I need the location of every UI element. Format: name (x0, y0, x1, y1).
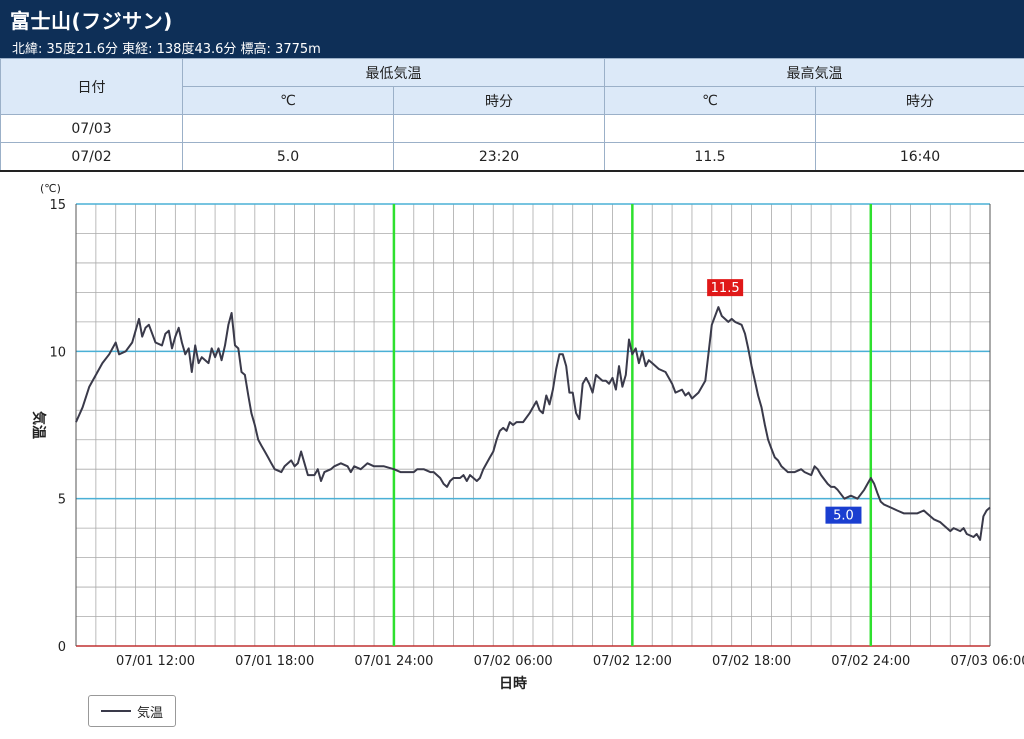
min-temp-badge: 5.0 (825, 506, 862, 524)
y-axis-unit: (℃) (40, 182, 61, 195)
row-min-temp: 5.0 (182, 142, 394, 172)
x-tick-label: 07/01 18:00 (235, 654, 314, 669)
row-max-temp (604, 114, 816, 143)
table-row: 07/02 5.0 23:20 11.5 16:40 (0, 142, 1024, 172)
x-tick-label: 07/02 06:00 (474, 654, 553, 669)
max-time-header: 時分 (815, 86, 1024, 115)
row-max-temp: 11.5 (604, 142, 816, 172)
temperature-series-line (75, 306, 991, 541)
x-tick-label: 07/02 24:00 (831, 654, 910, 669)
row-max-time (815, 114, 1024, 143)
x-tick-label: 07/02 18:00 (712, 654, 791, 669)
max-unit-header: ℃ (604, 86, 816, 115)
row-min-time (393, 114, 605, 143)
legend[interactable]: 気温 (88, 695, 176, 727)
row-date: 07/02 (0, 142, 183, 172)
min-temp-header: 最低気温 (182, 58, 605, 87)
temperature-chart: 0 5 10 15 (℃) 気温 07/01 12:00 07/01 18:00 07/01 2… (30, 182, 1024, 692)
y-tick-label: 10 (49, 345, 66, 360)
table-row: 07/03 (0, 114, 1024, 143)
min-time-header: 時分 (393, 86, 605, 115)
max-temp-header: 最高気温 (604, 58, 1024, 87)
temperature-summary-table: 日付 最低気温 最高気温 ℃ 時分 ℃ 時分 07/03 07/02 5.0 2… (0, 58, 1024, 172)
badge-background (825, 506, 862, 524)
badge-value: 5.0 (833, 509, 854, 524)
legend-label: 気温 (137, 706, 164, 721)
row-min-temp (182, 114, 394, 143)
min-unit-header: ℃ (182, 86, 394, 115)
max-temp-badge: 11.5 (707, 279, 744, 297)
legend-line-swatch (101, 710, 131, 712)
station-title: 富士山(フジサン) (10, 9, 173, 33)
x-tick-label: 07/02 12:00 (593, 654, 672, 669)
y-tick-label: 5 (58, 493, 66, 508)
row-max-time: 16:40 (815, 142, 1024, 172)
y-axis-label: 気温 (30, 411, 47, 439)
row-min-time: 23:20 (393, 142, 605, 172)
badge-background (707, 279, 744, 297)
station-location: 北緯: 35度21.6分 東経: 138度43.6分 標高: 3775m (12, 42, 321, 57)
row-date: 07/03 (0, 114, 183, 143)
y-tick-label: 15 (49, 198, 66, 213)
badge-value: 11.5 (711, 281, 740, 296)
x-tick-label: 07/01 24:00 (354, 654, 433, 669)
station-header: 富士山(フジサン) 北緯: 35度21.6分 東経: 138度43.6分 標高:… (0, 0, 1024, 58)
x-axis-label: 日時 (499, 675, 527, 692)
date-column-header: 日付 (0, 58, 183, 115)
x-tick-label: 07/03 06:00 (950, 654, 1024, 669)
y-tick-label: 0 (58, 640, 66, 655)
x-tick-label: 07/01 12:00 (116, 654, 195, 669)
